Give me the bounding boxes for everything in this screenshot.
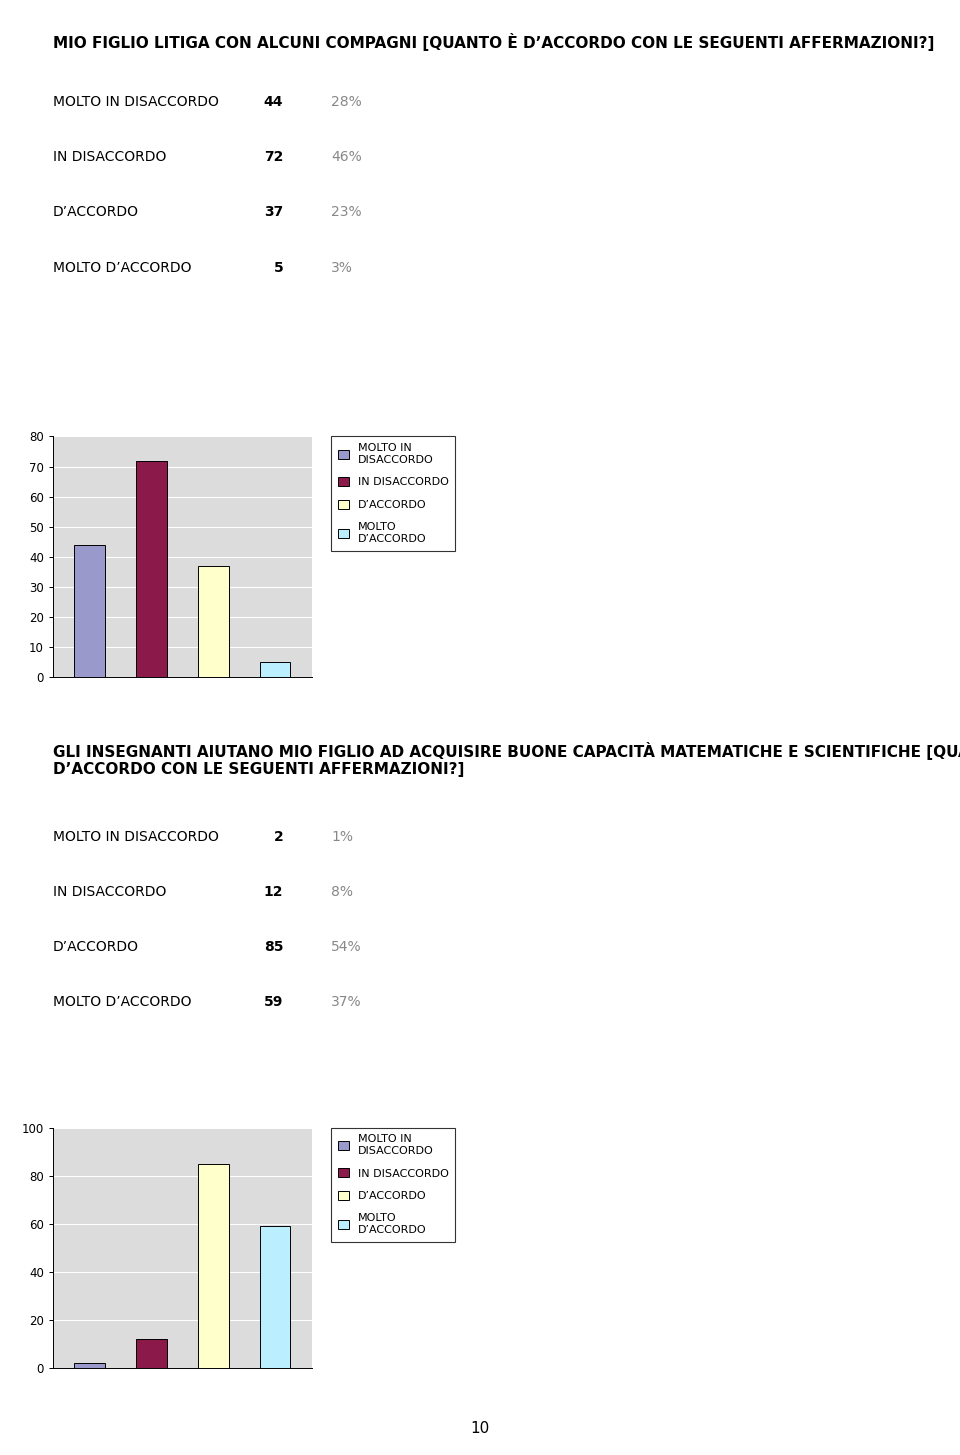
Text: 46%: 46%: [331, 150, 362, 164]
Bar: [259, 662, 290, 677]
Text: 85: 85: [264, 940, 283, 954]
Text: 44: 44: [264, 95, 283, 109]
Bar: [198, 566, 228, 677]
Text: 72: 72: [264, 150, 283, 164]
Bar: [198, 1164, 228, 1368]
Text: 5: 5: [274, 260, 283, 275]
Text: MOLTO IN DISACCORDO: MOLTO IN DISACCORDO: [53, 829, 219, 844]
Text: MOLTO IN DISACCORDO: MOLTO IN DISACCORDO: [53, 95, 219, 109]
Text: MIO FIGLIO LITIGA CON ALCUNI COMPAGNI [QUANTO È D’ACCORDO CON LE SEGUENTI AFFERM: MIO FIGLIO LITIGA CON ALCUNI COMPAGNI [Q…: [53, 33, 934, 51]
Text: 12: 12: [264, 885, 283, 899]
Text: GLI INSEGNANTI AIUTANO MIO FIGLIO AD ACQUISIRE BUONE CAPACITÀ MATEMATICHE E SCIE: GLI INSEGNANTI AIUTANO MIO FIGLIO AD ACQ…: [53, 742, 960, 777]
Bar: [74, 1363, 106, 1368]
Text: D’ACCORDO: D’ACCORDO: [53, 940, 139, 954]
Legend: MOLTO IN
DISACCORDO, IN DISACCORDO, D’ACCORDO, MOLTO
D’ACCORDO: MOLTO IN DISACCORDO, IN DISACCORDO, D’AC…: [331, 1128, 455, 1241]
Text: 2: 2: [274, 829, 283, 844]
Bar: [136, 460, 167, 677]
Text: MOLTO D’ACCORDO: MOLTO D’ACCORDO: [53, 260, 191, 275]
Legend: MOLTO IN
DISACCORDO, IN DISACCORDO, D’ACCORDO, MOLTO
D’ACCORDO: MOLTO IN DISACCORDO, IN DISACCORDO, D’AC…: [331, 436, 455, 550]
Text: 3%: 3%: [331, 260, 353, 275]
Text: IN DISACCORDO: IN DISACCORDO: [53, 885, 166, 899]
Text: IN DISACCORDO: IN DISACCORDO: [53, 150, 166, 164]
Text: MOLTO D’ACCORDO: MOLTO D’ACCORDO: [53, 995, 191, 1010]
Text: 23%: 23%: [331, 205, 362, 220]
Text: 59: 59: [264, 995, 283, 1010]
Text: D’ACCORDO: D’ACCORDO: [53, 205, 139, 220]
Text: 1%: 1%: [331, 829, 353, 844]
Bar: [259, 1227, 290, 1368]
Bar: [136, 1339, 167, 1368]
Text: 37%: 37%: [331, 995, 362, 1010]
Text: 8%: 8%: [331, 885, 353, 899]
Text: 37: 37: [264, 205, 283, 220]
Bar: [74, 544, 106, 677]
Text: 10: 10: [470, 1422, 490, 1436]
Text: 54%: 54%: [331, 940, 362, 954]
Text: 28%: 28%: [331, 95, 362, 109]
